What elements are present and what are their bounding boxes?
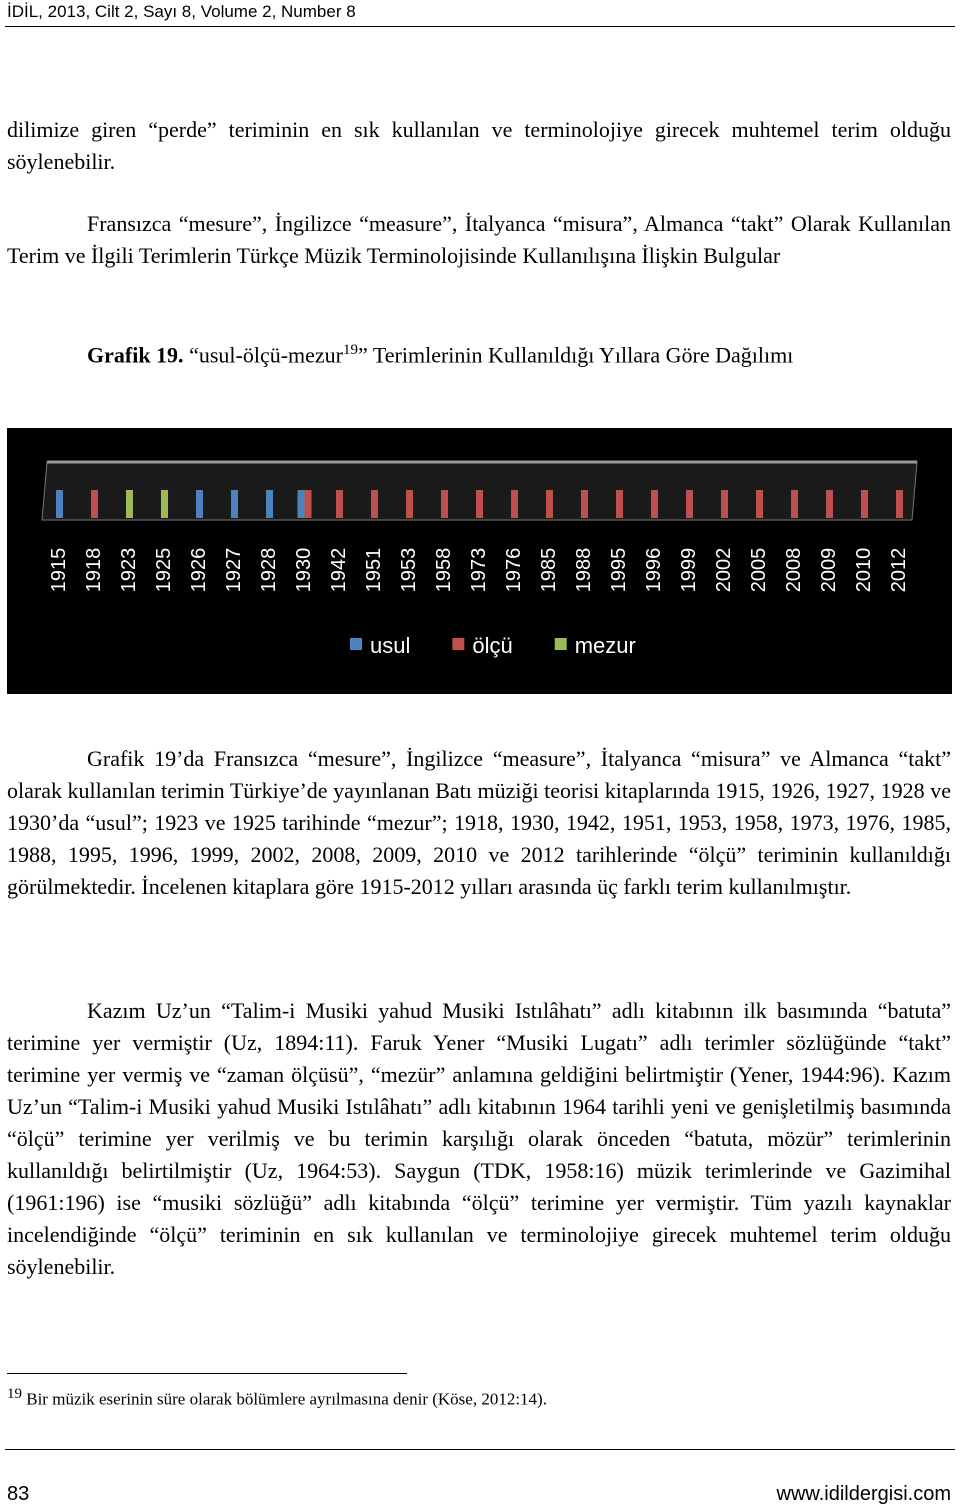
bar bbox=[686, 490, 693, 518]
legend-swatch bbox=[554, 638, 567, 650]
bar bbox=[896, 490, 903, 518]
bar bbox=[56, 490, 63, 518]
footnote-ref: 19 bbox=[343, 342, 358, 358]
x-tick-label: 2005 bbox=[748, 548, 770, 593]
bar bbox=[651, 490, 658, 518]
bar bbox=[126, 490, 133, 518]
bar bbox=[476, 490, 483, 518]
legend-label: mezur bbox=[575, 633, 636, 658]
bar bbox=[441, 490, 448, 518]
x-tick-label: 1999 bbox=[678, 548, 700, 593]
page-number: 83 bbox=[7, 1483, 30, 1505]
footnote-text: Bir müzik eserinin süre olarak bölümlere… bbox=[26, 1389, 547, 1409]
x-tick-label: 1915 bbox=[48, 548, 70, 593]
legend-swatch bbox=[452, 638, 465, 650]
x-tick-label: 1953 bbox=[398, 548, 420, 593]
bar bbox=[861, 490, 868, 518]
paragraph: Kazım Uz’un “Talim-i Musiki yahud Musiki… bbox=[7, 998, 951, 1279]
x-tick-label: 1923 bbox=[118, 548, 140, 593]
x-tick-label: 2009 bbox=[818, 548, 840, 593]
bar bbox=[756, 490, 763, 518]
header-rule bbox=[5, 26, 955, 27]
bar bbox=[581, 490, 588, 518]
paragraph: dilimize giren “perde” teriminin en sık … bbox=[7, 117, 951, 174]
site-url: www.idildergisi.com bbox=[776, 1483, 952, 1505]
bar bbox=[546, 490, 553, 518]
bar bbox=[196, 490, 203, 518]
bar bbox=[231, 490, 238, 518]
x-tick-label: 2012 bbox=[888, 548, 910, 593]
legend-label: usul bbox=[370, 633, 410, 658]
bar bbox=[91, 490, 98, 518]
bar bbox=[721, 490, 728, 518]
x-tick-label: 1930 bbox=[293, 548, 315, 593]
x-tick-label: 1951 bbox=[363, 548, 385, 593]
x-tick-label: 1928 bbox=[258, 548, 280, 593]
caption-text: ” Terimlerinin Kullanıldığı Yıllara Göre… bbox=[358, 342, 794, 368]
x-tick-label: 1926 bbox=[188, 548, 210, 593]
x-tick-label: 1985 bbox=[538, 548, 560, 593]
x-tick-label: 1927 bbox=[223, 548, 245, 593]
x-tick-label: 1995 bbox=[608, 548, 630, 593]
bar bbox=[616, 490, 623, 518]
legend-label: ölçü bbox=[472, 633, 512, 658]
journal-header: İDİL, 2013, Cilt 2, Sayı 8, Volume 2, Nu… bbox=[7, 2, 356, 21]
bar bbox=[826, 490, 833, 518]
caption-label: Grafik 19. bbox=[87, 342, 184, 368]
footnote-rule bbox=[7, 1373, 407, 1374]
x-tick-label: 1942 bbox=[328, 548, 350, 593]
x-tick-label: 2010 bbox=[853, 548, 875, 593]
bar bbox=[297, 490, 305, 518]
x-tick-label: 2002 bbox=[713, 548, 735, 593]
footnote: 19 Bir müzik eserinin süre olarak bölüml… bbox=[7, 1386, 547, 1410]
bar bbox=[791, 490, 798, 518]
bar bbox=[371, 490, 378, 518]
bar bbox=[406, 490, 413, 518]
bar bbox=[266, 490, 273, 518]
caption-text: “usul-ölçü-mezur bbox=[189, 342, 343, 368]
bar bbox=[511, 490, 518, 518]
x-tick-label: 1976 bbox=[503, 548, 525, 593]
footer-rule bbox=[5, 1449, 955, 1450]
section-heading: Fransızca “mesure”, İngilizce “measure”,… bbox=[7, 211, 951, 268]
chart: 1915 1918 1923 1925 1926 1927 1928 1930 1942 1951… bbox=[7, 428, 952, 694]
bar bbox=[336, 490, 343, 518]
x-tick-label: 1925 bbox=[153, 548, 175, 593]
legend-swatch bbox=[350, 638, 362, 650]
x-tick-label: 1958 bbox=[433, 548, 455, 593]
x-tick-label: 1973 bbox=[468, 548, 490, 593]
bar bbox=[161, 490, 168, 518]
x-tick-label: 2008 bbox=[783, 548, 805, 593]
bar bbox=[304, 490, 312, 518]
x-tick-label: 1996 bbox=[643, 548, 665, 593]
x-tick-label: 1988 bbox=[573, 548, 595, 593]
footnote-number: 19 bbox=[7, 1386, 22, 1402]
x-tick-label: 1918 bbox=[83, 548, 105, 593]
paragraph: Grafik 19’da Fransızca “mesure”, İngiliz… bbox=[7, 746, 951, 899]
figure-caption: Grafik 19. “usul-ölçü-mezur19” Terimleri… bbox=[7, 334, 951, 371]
